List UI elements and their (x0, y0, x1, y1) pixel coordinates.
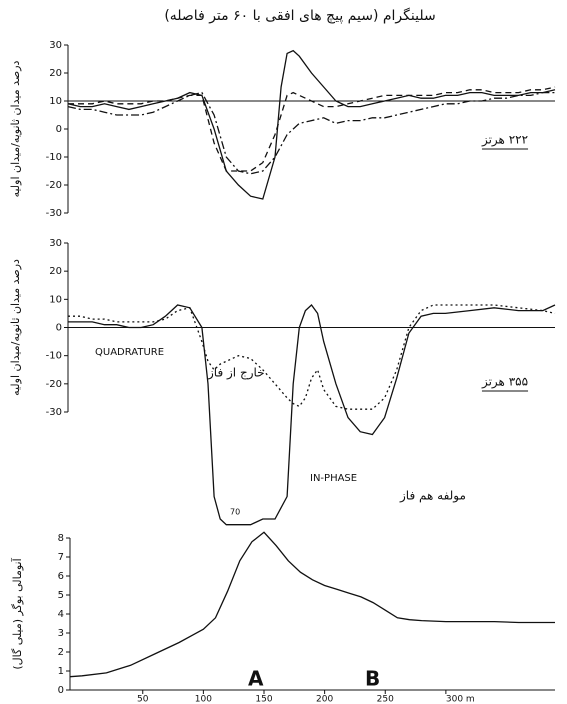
x-tick-label: 250 (377, 695, 394, 704)
y-tick-label: 2 (58, 647, 64, 658)
y-tick-label: 30 (49, 40, 62, 51)
y-axis-label: آنومالی بوگر (میلی گال) (10, 557, 24, 669)
y-tick-label: -30 (46, 208, 62, 219)
y-tick-label: 0 (56, 124, 62, 135)
y-tick-label: 1 (58, 666, 64, 677)
y-tick-label: -10 (46, 351, 62, 362)
annotation: QUADRATURE (95, 347, 164, 358)
x-tick-label: 100 (195, 695, 212, 704)
x-tick-label: 200 (316, 695, 333, 704)
annotation: B (365, 667, 380, 691)
y-tick-label: 6 (58, 571, 64, 582)
data-line (68, 304, 556, 410)
y-tick-label: 0 (58, 685, 64, 696)
y-tick-label: 5 (58, 590, 64, 601)
data-line (67, 49, 556, 200)
data-line (68, 86, 556, 172)
data-line (67, 91, 555, 175)
x-tick-label: 50 (137, 695, 149, 704)
x-tick-label: 150 (255, 695, 272, 704)
y-tick-label: -10 (46, 152, 62, 163)
y-axis-label: درصد میدان ثانویه/میدان اولیه (9, 259, 22, 396)
annotation: مولفه هم فاز (399, 489, 466, 504)
annotation: 70 (230, 508, 240, 517)
y-tick-label: 20 (49, 68, 62, 79)
y-tick-label: 10 (49, 96, 62, 107)
y-tick-label: 3 (58, 628, 64, 639)
y-tick-label: 4 (58, 609, 64, 620)
annotation: IN-PHASE (310, 473, 357, 484)
annotation: ۲۲۲ هرتز (481, 133, 528, 148)
y-tick-label: 8 (58, 533, 64, 544)
y-tick-label: 30 (49, 238, 62, 249)
figure-title: سلینگرام (سیم پیچ های افقی با ۶۰ متر فاص… (164, 7, 435, 24)
annotation: خارج از فاز (207, 366, 265, 381)
y-tick-label: 20 (49, 266, 62, 277)
y-axis-label: درصد میدان ثانویه/میدان اولیه (9, 60, 22, 197)
y-tick-label: -20 (46, 379, 62, 390)
annotation: A (248, 667, 264, 691)
data-line (69, 531, 555, 678)
y-tick-label: -20 (46, 180, 62, 191)
y-tick-label: 0 (56, 323, 62, 334)
y-tick-label: 7 (58, 552, 64, 563)
annotation: ۳۵۵ هرتز (481, 375, 528, 390)
x-tick-label: 300 m (446, 695, 475, 704)
y-tick-label: -30 (46, 407, 62, 418)
y-tick-label: 10 (49, 294, 62, 305)
data-line (68, 304, 556, 526)
